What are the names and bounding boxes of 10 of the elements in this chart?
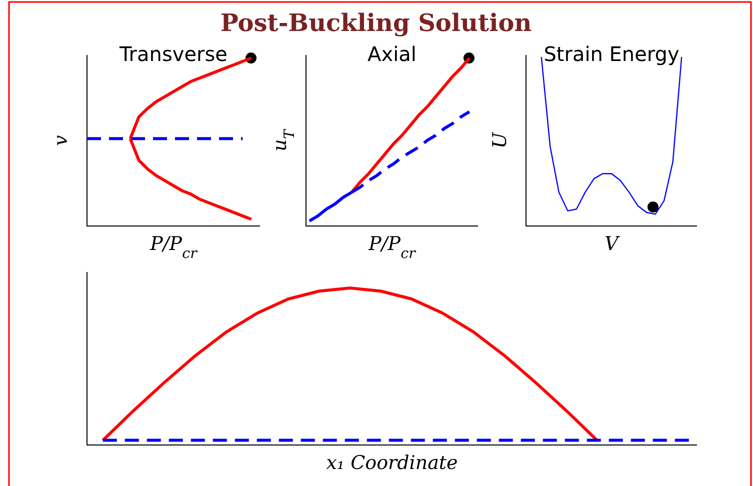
chart-title: Axial (368, 42, 416, 66)
y-axis-title: v (50, 134, 72, 146)
chart-title: Transverse (118, 42, 228, 66)
y-axis-title: U (489, 132, 511, 149)
chart-title: Strain Energy (544, 42, 680, 66)
x-axis-title: x₁ Coordinate (326, 452, 458, 474)
x-axis-title: P/P$_{cr}$ (149, 233, 198, 262)
text: Post-Buckling Solution (220, 8, 532, 37)
x-axis-title: P/P$_{cr}$ (368, 233, 417, 262)
x-axis-title: V (604, 233, 621, 255)
